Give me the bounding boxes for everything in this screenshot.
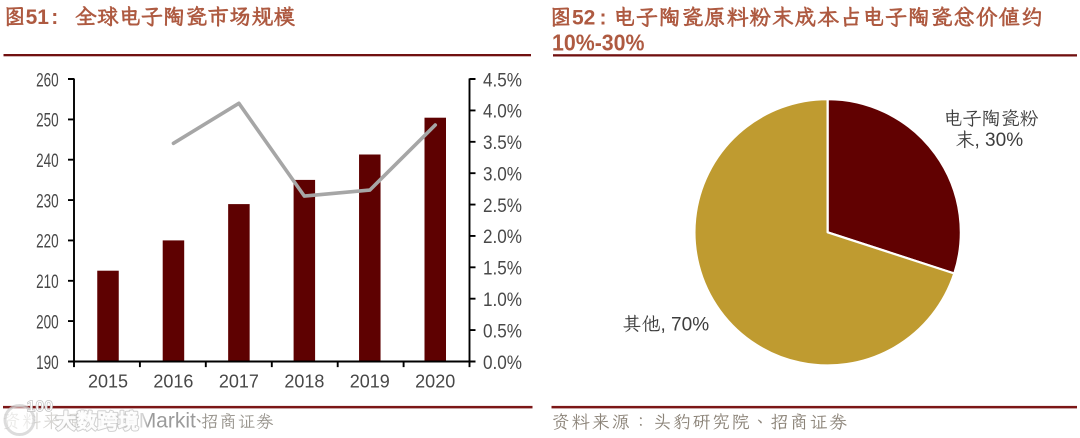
svg-text:0.5%: 0.5%	[483, 320, 522, 342]
svg-text:220: 220	[36, 231, 59, 253]
svg-text:2015: 2015	[88, 371, 128, 391]
svg-text:240: 240	[36, 150, 59, 172]
svg-text:0.0%: 0.0%	[483, 352, 522, 374]
svg-text::: :	[600, 7, 607, 30]
svg-text:1.0%: 1.0%	[483, 289, 522, 311]
svg-text:230: 230	[36, 190, 59, 212]
svg-text:2017: 2017	[219, 371, 259, 391]
svg-text:210: 210	[36, 271, 59, 293]
svg-text:260: 260	[36, 69, 59, 91]
svg-text:250: 250	[36, 110, 59, 132]
svg-text:, 30%: , 30%	[975, 130, 1024, 151]
svg-text:52: 52	[572, 7, 595, 30]
svg-text:, 70%: , 70%	[661, 314, 710, 335]
svg-text:51: 51	[26, 6, 50, 29]
svg-text:2018: 2018	[284, 371, 324, 391]
svg-text:1.5%: 1.5%	[483, 258, 522, 280]
svg-text:2019: 2019	[350, 371, 390, 391]
svg-text:Markit: Markit	[139, 409, 196, 432]
svg-text:2016: 2016	[153, 371, 193, 391]
svg-text:4.5%: 4.5%	[483, 69, 522, 91]
svg-text:100: 100	[27, 399, 54, 416]
svg-text:190: 190	[36, 352, 59, 374]
svg-text::: :	[51, 6, 58, 29]
svg-text:200: 200	[36, 311, 59, 333]
svg-text:2020: 2020	[415, 371, 455, 391]
svg-text:3.5%: 3.5%	[483, 132, 522, 154]
svg-text:2.5%: 2.5%	[483, 195, 522, 217]
svg-text:4.0%: 4.0%	[483, 101, 522, 123]
svg-text:3.0%: 3.0%	[483, 164, 522, 186]
svg-text:2.0%: 2.0%	[483, 226, 522, 248]
svg-text:10%-30%: 10%-30%	[552, 30, 645, 56]
